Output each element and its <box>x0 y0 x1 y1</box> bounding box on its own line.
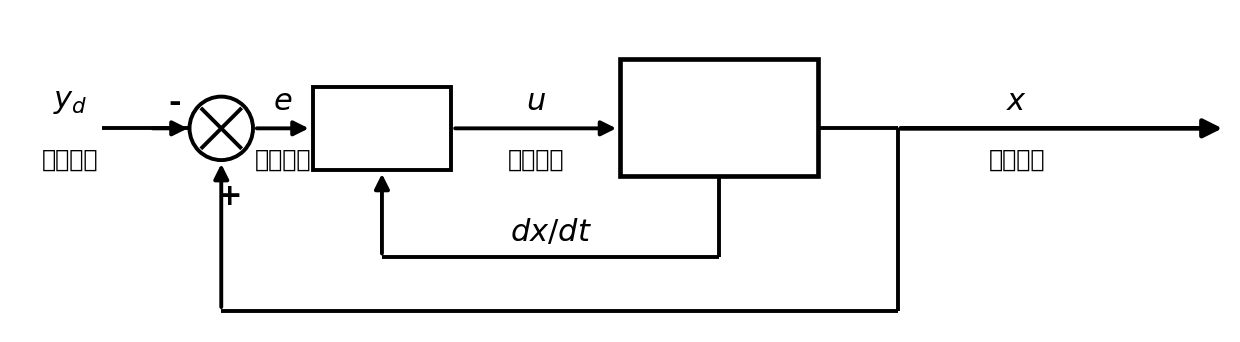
Text: 驱动部件: 驱动部件 <box>687 120 751 146</box>
Bar <box>312 87 451 170</box>
Text: +: + <box>217 182 242 211</box>
Text: 输出位移: 输出位移 <box>988 148 1045 172</box>
Text: $u$: $u$ <box>526 88 546 116</box>
Text: 压电陶瓷: 压电陶瓷 <box>687 89 751 115</box>
Text: $x$: $x$ <box>1006 88 1027 116</box>
Bar <box>620 59 818 176</box>
Text: $dx/dt$: $dx/dt$ <box>510 218 591 247</box>
Text: 控制电压: 控制电压 <box>507 148 564 172</box>
Text: 误差信号: 误差信号 <box>254 148 311 172</box>
Text: $y_d$: $y_d$ <box>53 88 88 116</box>
Text: 控制器: 控制器 <box>358 115 405 141</box>
Text: $e$: $e$ <box>273 88 293 116</box>
Text: -: - <box>169 89 181 118</box>
Text: 期望轨迹: 期望轨迹 <box>42 148 99 172</box>
